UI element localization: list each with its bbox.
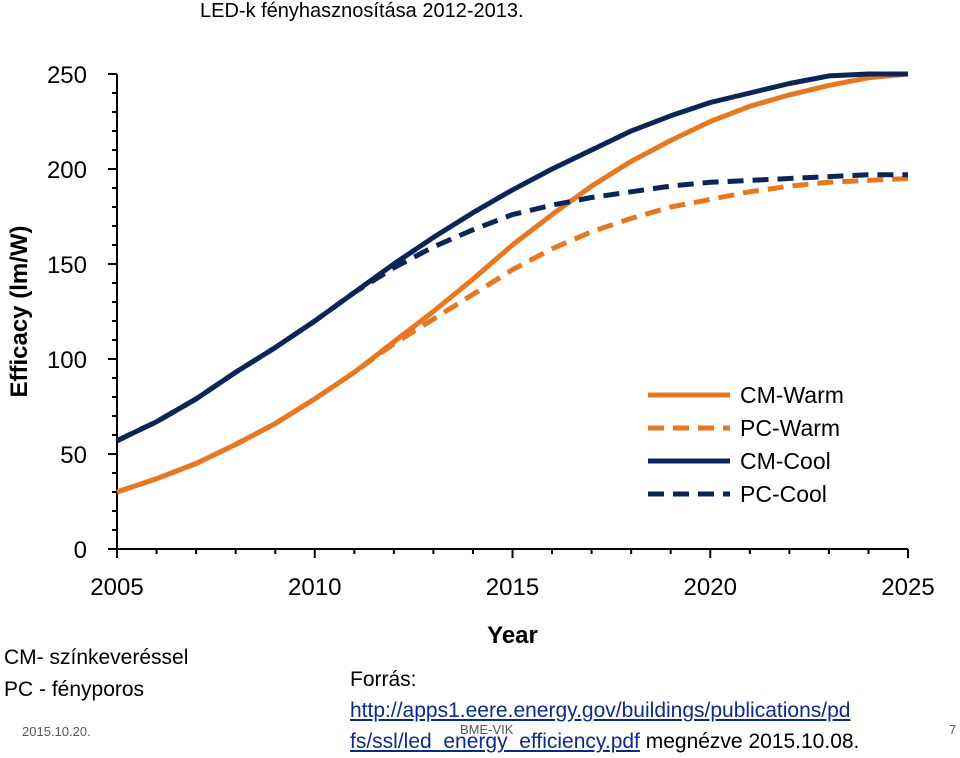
series-line-pc-warm [116,176,909,495]
y-axis-title: Efficacy (lm/W) [6,225,33,397]
source-viewed-date: megnézve 2015.10.08. [639,730,860,753]
source-link-part2[interactable]: fs/ssl/led_energy_efficiency.pdf [350,730,640,753]
legend-label: CM-Cool [740,448,831,474]
slide-date: 2015.10.20. [22,724,91,739]
y-tick-label: 100 [47,347,87,374]
x-tick-label: 2015 [486,574,539,601]
page-number: 7 [949,722,957,737]
x-axis-title: Year [487,622,538,649]
slide-footer: BME-VIK [460,722,514,737]
efficacy-chart: 0 50 100 150 200 250 2005 2010 2015 2020 2025 Year E… [6,62,935,649]
note-cm: CM- színkeveréssel [4,646,189,669]
x-tick-label: 2025 [881,574,934,601]
source-block: Forrás: http://apps1.eere.energy.gov/bui… [350,664,960,757]
y-tick-label: 150 [47,252,87,279]
y-tick-label: 50 [60,442,87,469]
source-label: Forrás: [350,668,417,691]
series-line-pc-cool [115,172,908,443]
x-tick-label: 2020 [684,574,737,601]
series-line-cm-warm [116,71,909,495]
y-tick-label: 200 [47,157,87,184]
x-tick-label: 2010 [288,574,341,601]
note-pc: PC - fényporos [4,678,145,701]
y-tick-label: 0 [74,537,87,564]
source-link-part1[interactable]: http://apps1.eere.energy.gov/buildings/p… [350,699,851,722]
legend-label: CM-Warm [740,382,844,408]
y-tick-label: 250 [47,62,87,89]
legend-label: PC-Warm [740,415,840,441]
x-tick-label: 2005 [90,574,143,601]
slide-title: LED-k fényhasznosítása 2012-2013. [200,0,524,22]
legend-label: PC-Cool [740,481,827,507]
